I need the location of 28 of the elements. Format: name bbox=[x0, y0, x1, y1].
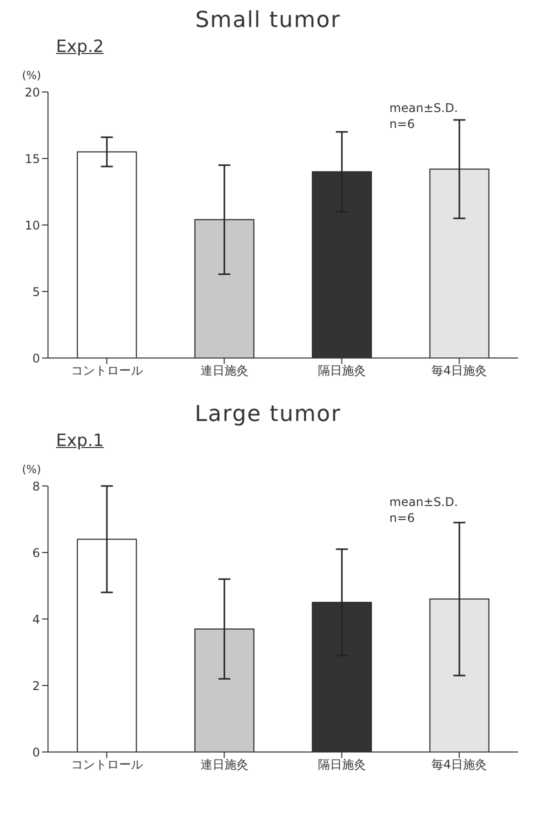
x-tick-label: コントロール bbox=[70, 364, 143, 378]
annotation: n=6 bbox=[389, 510, 416, 526]
y-tick-label: 5 bbox=[32, 284, 40, 299]
chart-title: Large tumor bbox=[194, 402, 342, 427]
x-tick-label: コントロール bbox=[70, 758, 143, 772]
y-tick-label: 10 bbox=[24, 218, 40, 232]
x-tick-label: 隔日施灸 bbox=[318, 758, 366, 772]
x-tick-label: 隔日施灸 bbox=[318, 364, 366, 378]
annotation: mean±S.D. bbox=[389, 100, 458, 116]
x-tick-label: 連日施灸 bbox=[200, 364, 248, 378]
y-tick-label: 20 bbox=[24, 85, 40, 100]
chart-title: Small tumor bbox=[194, 8, 342, 33]
y-axis-title: (%) bbox=[22, 69, 42, 82]
y-tick-label: 6 bbox=[32, 546, 40, 560]
chart-subtitle: Exp.1 bbox=[56, 431, 105, 451]
y-tick-label: 8 bbox=[32, 479, 40, 494]
annotation: n=6 bbox=[389, 116, 416, 132]
chart-subtitle: Exp.2 bbox=[56, 37, 105, 57]
annotation: mean±S.D. bbox=[389, 494, 458, 510]
x-tick-label: 毎4日施灸 bbox=[431, 758, 488, 772]
x-tick-label: 連日施灸 bbox=[200, 758, 248, 772]
y-tick-label: 4 bbox=[32, 612, 40, 626]
y-axis-title: (%) bbox=[22, 463, 42, 476]
y-tick-label: 2 bbox=[32, 678, 40, 693]
y-tick-label: 0 bbox=[32, 745, 40, 760]
y-tick-label: 15 bbox=[24, 152, 40, 166]
x-tick-label: 毎4日施灸 bbox=[431, 364, 488, 378]
y-tick-label: 0 bbox=[32, 351, 40, 366]
